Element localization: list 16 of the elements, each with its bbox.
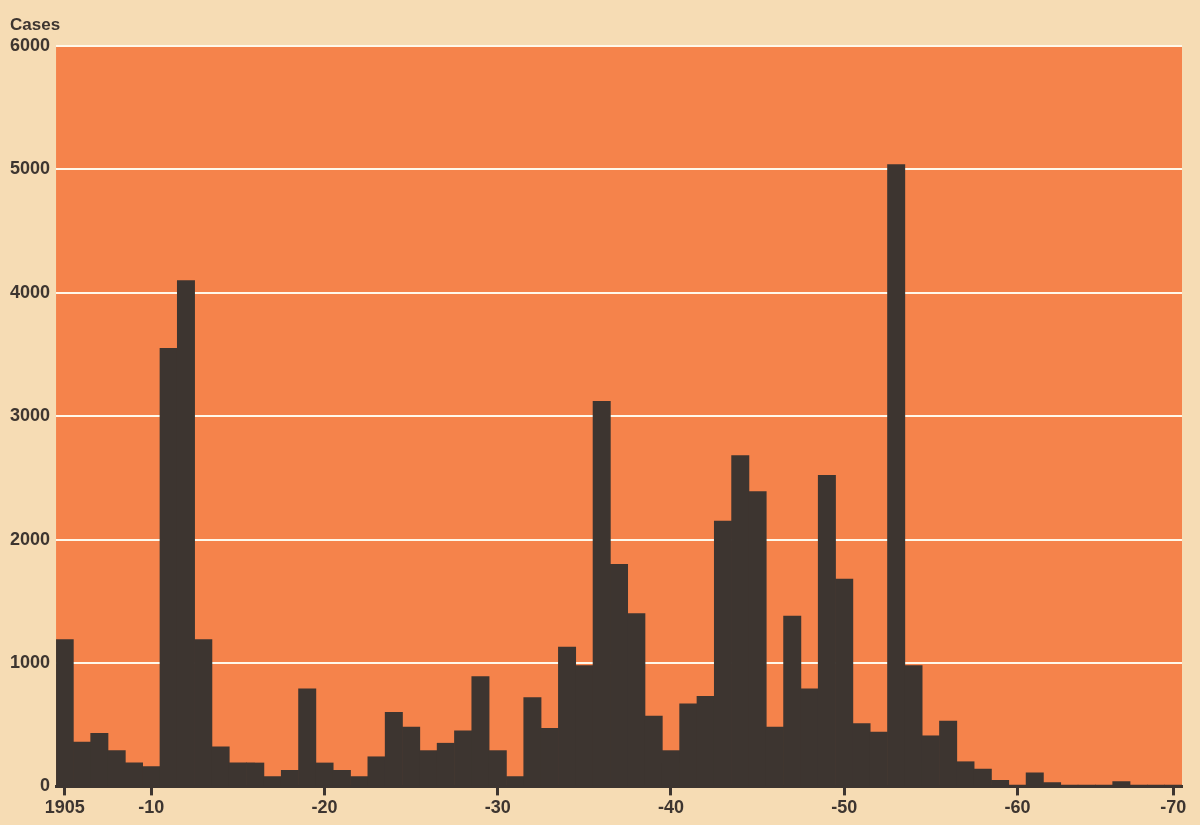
y-tick-label: 1000 bbox=[10, 651, 51, 672]
x-tick-label: -20 bbox=[311, 797, 338, 818]
y-tick-label: 2000 bbox=[10, 528, 51, 549]
x-tick-label: -40 bbox=[657, 797, 684, 818]
y-axis-title: Cases bbox=[10, 15, 61, 35]
y-tick-label: 5000 bbox=[10, 158, 51, 179]
x-tick-label: -50 bbox=[831, 797, 858, 818]
y-tick-label: 6000 bbox=[10, 34, 51, 55]
y-tick-label: 0 bbox=[40, 775, 51, 796]
x-tick-label: -70 bbox=[1160, 797, 1187, 818]
x-tick-label: 1905 bbox=[44, 797, 85, 818]
x-tick-label: -60 bbox=[1004, 797, 1031, 818]
y-tick-label: 3000 bbox=[10, 405, 51, 426]
x-tick-label: -10 bbox=[138, 797, 165, 818]
y-tick-label: 4000 bbox=[10, 281, 51, 302]
x-tick-label: -30 bbox=[484, 797, 511, 818]
